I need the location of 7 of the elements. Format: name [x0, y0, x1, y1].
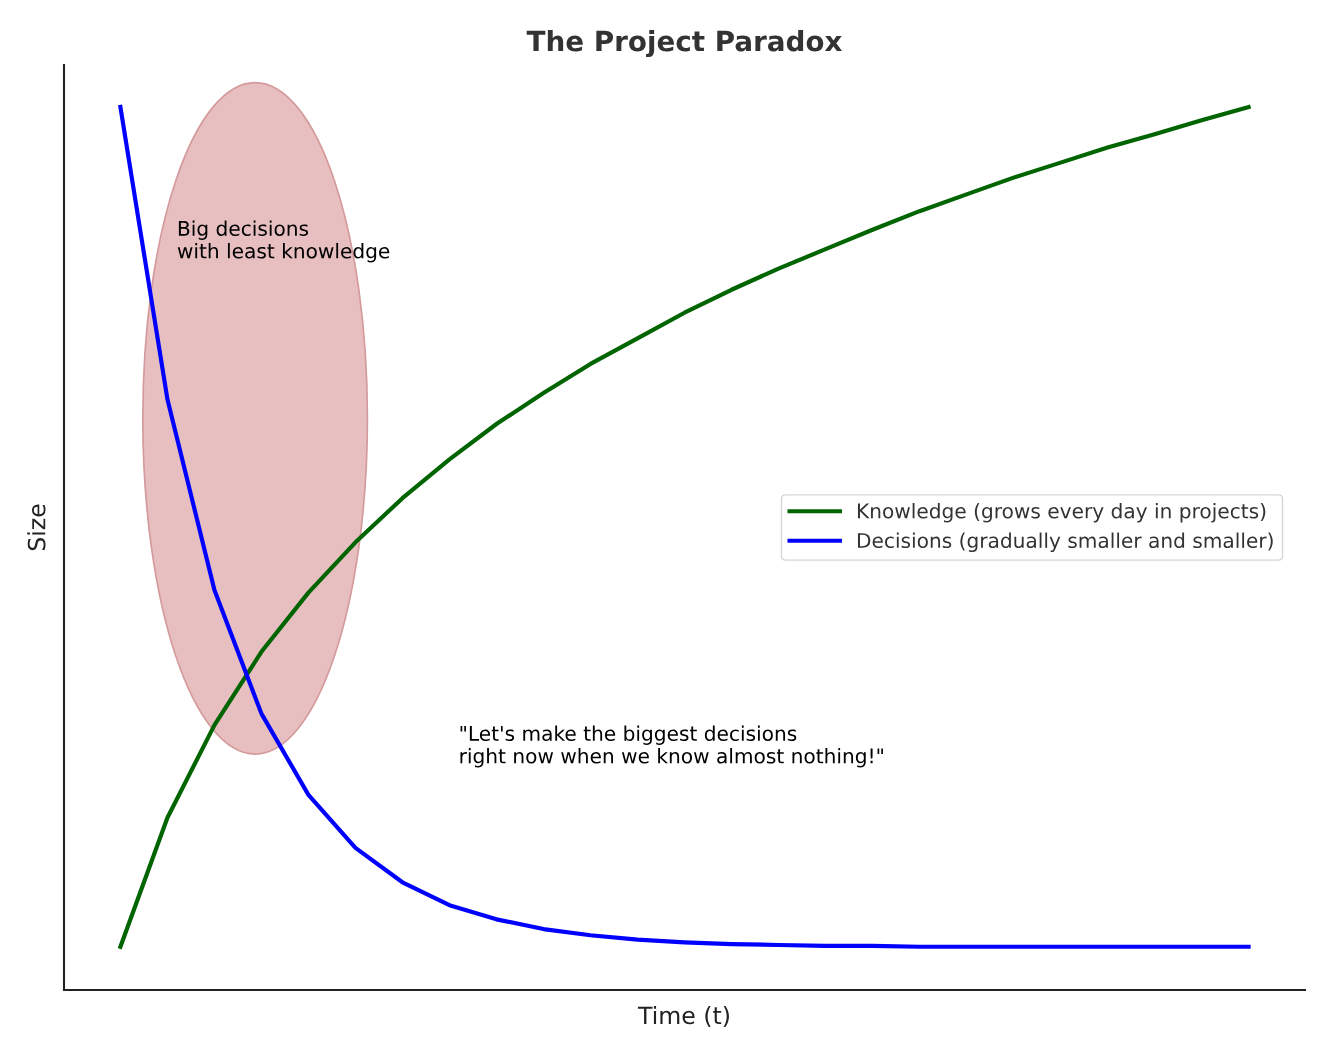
legend-label: Decisions (gradually smaller and smaller) [857, 532, 1273, 553]
y-axis-title: Size [27, 504, 46, 551]
legend-label: Knowledge (grows every day in projects) [857, 502, 1266, 523]
annotation: Big decisions with least knowledge [177, 220, 390, 263]
annotation: "Let's make the biggest decisions right now when we know almost nothing!" [460, 725, 883, 768]
x-axis-title: Time (t) [637, 1005, 729, 1028]
chart-title: The Project Paradox [526, 30, 842, 58]
